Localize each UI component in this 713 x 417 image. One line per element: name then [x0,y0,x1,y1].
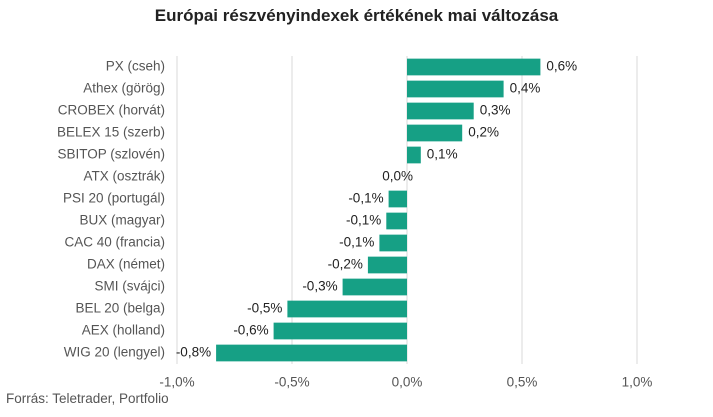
bar [407,80,504,98]
x-tick-label: 0,0% [392,375,423,390]
data-label: -0,5% [247,301,282,316]
data-label: -0,2% [328,257,363,272]
data-labels: 0,6% 0,4% 0,3% 0,2% 0,1% 0,0% -0,1% -0,1% -0,1% -… [176,59,577,360]
category-label: CAC 40 (francia) [64,235,165,250]
data-label: -0,1% [339,235,374,250]
bar [407,58,541,76]
category-label: PSI 20 (portugál) [63,191,165,206]
data-label: 0,1% [427,147,458,162]
data-label: 0,2% [468,125,499,140]
bar [379,234,407,252]
bar [342,278,407,296]
bar [388,190,407,208]
bar [287,300,407,318]
data-label: 0,6% [546,59,577,74]
category-label: BELEX 15 (szerb) [57,125,165,140]
source-note: Forrás: Teletrader, Portfolio [6,391,169,406]
data-label: -0,8% [176,345,211,360]
bar [273,322,407,340]
x-tick-labels: -1,0% -0,5% 0,0% 0,5% 1,0% [159,375,652,390]
data-label: 0,0% [382,169,413,184]
category-label: CROBEX (horvát) [58,103,165,118]
x-tick-label: 1,0% [622,375,653,390]
bars [216,58,541,362]
category-label: BEL 20 (belga) [75,301,165,316]
category-label: Athex (görög) [83,81,165,96]
bar [407,102,474,120]
bar [407,124,463,142]
data-label: -0,3% [302,279,337,294]
bar [407,146,421,164]
category-label: ATX (osztrák) [83,169,165,184]
category-label: SBITOP (szlovén) [57,147,165,162]
category-label: BUX (magyar) [79,213,165,228]
chart-title: Európai részvényindexek értékének mai vá… [154,6,559,25]
bar [367,256,407,274]
x-tick-label: 0,5% [507,375,538,390]
bar [386,212,407,230]
data-label: 0,4% [510,81,541,96]
category-labels: PX (cseh) Athex (görög) CROBEX (horvát) BEL… [57,59,165,360]
category-label: SMI (svájci) [95,279,166,294]
gridlines [176,56,638,364]
data-label: -0,6% [233,323,268,338]
x-tick-label: -0,5% [274,375,309,390]
category-label: AEX (holland) [82,323,165,338]
data-label: -0,1% [348,191,383,206]
bar [216,344,407,362]
data-label: -0,1% [346,213,381,228]
category-label: DAX (német) [87,257,165,272]
category-label: WIG 20 (lengyel) [64,345,165,360]
data-label: 0,3% [480,103,511,118]
category-label: PX (cseh) [106,59,165,74]
x-tick-label: -1,0% [159,375,194,390]
